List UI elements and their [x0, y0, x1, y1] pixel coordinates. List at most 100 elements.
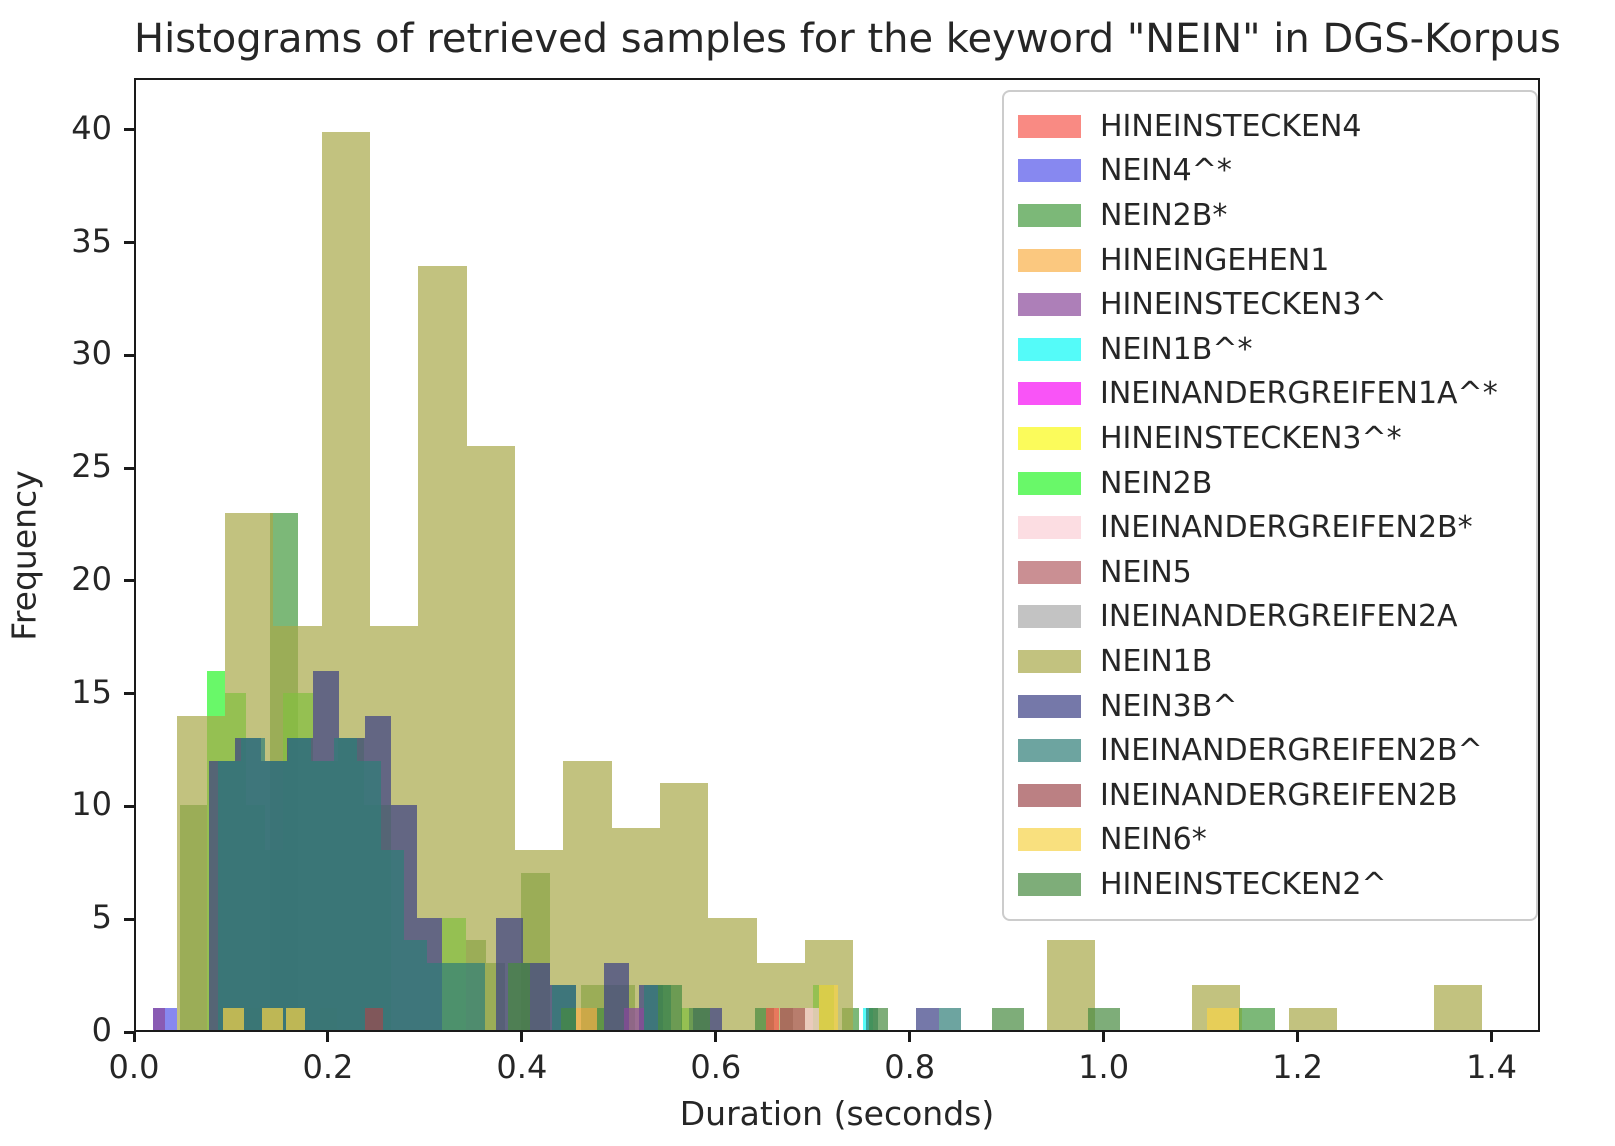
y-tick-label: 35 — [71, 221, 112, 260]
legend-label: INEINANDERGREIFEN2B^ — [1100, 733, 1483, 769]
x-tick-label: 0.6 — [690, 1048, 742, 1086]
x-tick-label: 1.0 — [1078, 1048, 1130, 1086]
legend-color-chip — [1018, 739, 1081, 763]
legend-item: NEIN3B^ — [1018, 684, 1522, 729]
histogram-bar — [223, 1007, 245, 1030]
x-axis-label: Duration (seconds) — [679, 1094, 995, 1133]
x-tick-label: 1.4 — [1466, 1048, 1517, 1086]
histogram-bar — [418, 266, 467, 1030]
legend-item: NEIN4^* — [1018, 149, 1522, 194]
legend-label: NEIN6* — [1100, 822, 1207, 858]
legend-color-chip — [1018, 872, 1081, 896]
legend-item: HINEINSTECKEN3^ — [1018, 282, 1522, 327]
bars-layer — [136, 80, 1538, 1030]
legend-color-chip — [1018, 516, 1081, 540]
legend-label: NEIN4^* — [1100, 153, 1232, 189]
legend-color-chip — [1018, 649, 1081, 673]
y-tick-label: 25 — [71, 447, 112, 486]
legend-label: INEINANDERGREIFEN2B — [1100, 777, 1458, 813]
legend-label: INEINANDERGREIFEN2A — [1100, 599, 1458, 635]
legend-item: INEINANDERGREIFEN2B^ — [1018, 728, 1522, 773]
legend-label: HINEINSTECKEN3^ — [1100, 287, 1387, 323]
legend-color-chip — [1018, 337, 1081, 361]
legend-color-chip — [1018, 783, 1081, 807]
y-tick-label: 40 — [71, 108, 112, 147]
y-tick-mark — [124, 692, 134, 696]
legend-color-chip — [1018, 828, 1081, 852]
legend-label: HINEINSTECKEN3^* — [1100, 420, 1402, 456]
histogram-bar — [287, 738, 311, 1030]
y-tick-label: 30 — [71, 334, 112, 373]
legend-label: NEIN1B — [1100, 643, 1213, 679]
y-tick-label: 0 — [91, 1011, 112, 1049]
legend-label: NEIN5 — [1100, 554, 1192, 590]
histogram-bar — [818, 985, 838, 1030]
histogram-bar — [357, 760, 381, 1030]
y-tick-mark — [124, 917, 134, 921]
x-tick-label: 0.0 — [108, 1048, 160, 1086]
legend-item: NEIN2B — [1018, 461, 1522, 506]
histogram-bar — [261, 1007, 283, 1030]
legend-color-chip — [1018, 382, 1081, 406]
histogram-bar — [1088, 1007, 1121, 1030]
legend-item: NEIN1B^* — [1018, 327, 1522, 372]
histogram-bar — [1046, 940, 1096, 1030]
legend-color-chip — [1018, 159, 1081, 183]
legend-item: INEINANDERGREIFEN2B — [1018, 773, 1522, 818]
histogram-bar — [658, 985, 683, 1030]
legend-color-chip — [1018, 248, 1081, 272]
x-tick-mark — [520, 1032, 524, 1042]
histogram-bar — [624, 1007, 644, 1030]
y-tick-mark — [124, 128, 134, 132]
y-tick-label: 5 — [91, 898, 112, 937]
legend-item: NEIN1B — [1018, 639, 1522, 684]
y-tick-mark — [124, 579, 134, 583]
histogram-bar — [805, 1007, 819, 1030]
x-tick-mark — [1102, 1032, 1106, 1042]
legend-item: INEINANDERGREIFEN2B* — [1018, 505, 1522, 550]
legend-item: HINEINSTECKEN4 — [1018, 104, 1522, 149]
histogram-bar — [456, 962, 486, 1030]
legend-color-chip — [1018, 426, 1081, 450]
x-tick-mark — [1490, 1032, 1494, 1042]
histogram-bar — [311, 760, 335, 1030]
histogram-bar — [365, 1007, 383, 1030]
histogram-bar — [779, 1007, 793, 1030]
chart-title: Histograms of retrieved samples for the … — [134, 16, 1561, 62]
y-axis-label: Frequency — [4, 470, 44, 641]
legend-item: NEIN2B* — [1018, 193, 1522, 238]
legend-color-chip — [1018, 114, 1081, 138]
y-tick-mark — [124, 1030, 134, 1034]
histogram-bar — [991, 1007, 1024, 1030]
x-tick-label: 1.2 — [1272, 1048, 1324, 1086]
x-tick-mark — [326, 1032, 330, 1042]
histogram-bar — [1288, 1007, 1337, 1030]
histogram-bar — [575, 1007, 598, 1030]
histogram-bar — [916, 1007, 940, 1030]
y-tick-label: 20 — [71, 559, 112, 598]
legend-item: NEIN5 — [1018, 550, 1522, 595]
legend-label: NEIN3B^ — [1100, 688, 1238, 724]
y-tick-label: 10 — [71, 785, 112, 824]
y-tick-mark — [124, 241, 134, 245]
histogram-bar — [380, 850, 404, 1030]
legend-color-chip — [1018, 694, 1081, 718]
histogram-bar — [285, 1007, 306, 1030]
histogram-bar — [868, 1007, 889, 1030]
legend-label: INEINANDERGREIFEN2B* — [1100, 510, 1473, 546]
histogram-bar — [561, 1007, 576, 1030]
x-tick-mark — [132, 1032, 136, 1042]
legend-label: NEIN1B^* — [1100, 331, 1253, 367]
legend-color-chip — [1018, 605, 1081, 629]
histogram-bar — [1239, 1007, 1275, 1030]
histogram-bar — [766, 1007, 779, 1030]
legend-item: HINEINSTECKEN3^* — [1018, 416, 1522, 461]
histogram-bar — [264, 760, 288, 1030]
y-tick-label: 15 — [71, 672, 112, 711]
histogram-bar — [241, 738, 265, 1030]
legend-color-chip — [1018, 203, 1081, 227]
y-tick-mark — [124, 353, 134, 357]
legend: HINEINSTECKEN4 NEIN4^* NEIN2B* HINEINGEHEN1… — [1002, 90, 1538, 921]
legend-label: HINEINGEHEN1 — [1100, 242, 1330, 278]
